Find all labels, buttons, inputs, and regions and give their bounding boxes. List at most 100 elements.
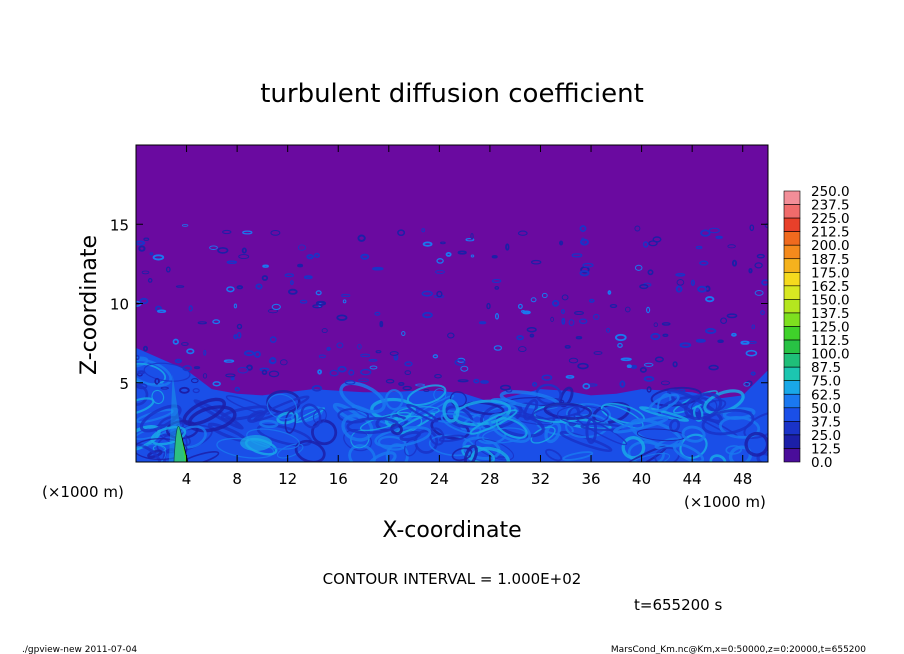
turbulent-patch: [494, 285, 500, 290]
turbulent-patch: [255, 283, 263, 290]
turbulent-patch: [607, 290, 612, 295]
turbulent-patch: [385, 378, 395, 384]
turbulent-patch: [318, 354, 326, 359]
turbulent-patch: [175, 285, 185, 288]
turbulent-eddy: [312, 408, 327, 425]
turbulent-patch: [236, 285, 244, 290]
colorbar-level-label: 112.5: [811, 333, 850, 349]
turbulent-patch: [192, 388, 200, 394]
turbulent-patch: [639, 284, 649, 290]
turbulent-eddy: [470, 446, 511, 462]
turbulent-patch: [639, 366, 647, 373]
turbulent-patch: [188, 305, 193, 312]
colorbar-level-label: 175.0: [811, 265, 850, 281]
colorbar-level-label: 150.0: [811, 292, 850, 308]
turbulent-eddy: [182, 397, 226, 426]
x-tick-label: 44: [683, 470, 702, 488]
x-unit-label-left: (×1000 m): [42, 483, 124, 501]
turbulent-patch: [297, 263, 304, 268]
turbulent-patch: [726, 313, 738, 319]
turbulent-patch: [212, 319, 221, 325]
time-label: t=655200 s: [634, 596, 722, 614]
turbulent-patch: [652, 236, 662, 243]
contour-interval-note: CONTOUR INTERVAL = 1.000E+02: [323, 570, 582, 588]
turbulent-patch: [760, 310, 765, 315]
turbulent-patch: [398, 381, 405, 386]
turbulent-eddy: [136, 358, 173, 387]
turbulent-patch: [679, 342, 692, 348]
turbulent-eddy: [179, 451, 220, 462]
turbulent-patch: [705, 296, 715, 303]
turbulent-patch: [580, 237, 585, 244]
turbulent-patch: [238, 254, 250, 260]
turbulent-eddy: [545, 448, 563, 462]
turbulent-patch: [143, 237, 150, 241]
turbulent-eddy: [225, 395, 271, 415]
turbulent-patch: [237, 366, 249, 374]
turbulent-patch: [312, 304, 323, 309]
turbulent-eddy: [346, 417, 399, 435]
turbulent-patch: [756, 253, 765, 259]
turbulent-patch: [473, 378, 480, 384]
colorbar-swatch: [783, 312, 801, 327]
turbulent-eddy: [544, 421, 562, 444]
turbulent-patch: [270, 230, 281, 236]
turbulent-patch: [360, 253, 370, 260]
colorbar-level-label: 12.5: [811, 441, 841, 457]
turbulent-patch: [181, 224, 189, 227]
turbulent-patch: [550, 316, 554, 322]
turbulent-eddy: [451, 447, 473, 462]
turbulent-patch: [141, 270, 150, 275]
turbulent-patch: [564, 345, 571, 349]
turbulent-patch: [329, 369, 339, 377]
turbulent-patch: [234, 386, 241, 392]
turbulent-patch: [315, 290, 322, 296]
turbulent-patch: [172, 338, 179, 345]
turbulent-patch: [421, 228, 426, 233]
x-tick-label: 24: [430, 470, 449, 488]
turbulent-patch: [761, 279, 768, 286]
turbulent-patch: [186, 348, 195, 355]
colorbar-level-label: 50.0: [811, 401, 841, 417]
turbulent-eddy: [709, 454, 727, 462]
turbulent-patch: [645, 306, 651, 314]
turbulent-patch: [197, 321, 207, 325]
x-tick-label: 32: [531, 470, 550, 488]
turbulent-eddy: [276, 443, 304, 459]
turbulent-patch: [517, 230, 528, 236]
turbulent-eddy: [300, 403, 322, 429]
colorbar-swatch: [783, 204, 801, 219]
turbulent-patch: [147, 278, 153, 283]
turbulent-eddy: [469, 409, 518, 435]
turbulent-eddy: [136, 441, 162, 462]
turbulent-patch: [299, 299, 308, 304]
turbulent-eddy: [267, 393, 297, 420]
turbulent-patch: [568, 357, 579, 364]
turbulent-patch: [225, 373, 236, 378]
x-axis-label: X-coordinate: [382, 518, 521, 543]
turbulent-patch: [531, 381, 538, 387]
turbulent-eddy: [246, 428, 300, 450]
colorbar-swatch: [783, 231, 801, 246]
turbulent-patch: [344, 379, 356, 385]
turbulent-patch: [743, 381, 751, 387]
turbulent-patch: [149, 252, 154, 256]
turbulent-patch: [630, 364, 638, 369]
turbulent-eddy: [543, 402, 593, 420]
turbulent-eddy: [406, 403, 439, 423]
chart-title: turbulent diffusion coefficient: [260, 79, 644, 109]
turbulent-patch: [253, 350, 261, 358]
x-tick-label: 28: [480, 470, 499, 488]
turbulent-patch: [440, 241, 446, 245]
turbulent-eddy: [359, 411, 412, 432]
turbulent-patch: [374, 311, 381, 316]
colorbar-level-label: 250.0: [811, 184, 850, 200]
turbulent-patch: [574, 311, 584, 315]
colorbar-level-label: 225.0: [811, 211, 850, 227]
plume-glow: [168, 374, 186, 462]
turbulent-eddy: [367, 451, 397, 462]
turbulent-patch: [705, 327, 717, 334]
turbulent-eddy: [743, 411, 768, 439]
turbulent-patch: [182, 365, 192, 372]
